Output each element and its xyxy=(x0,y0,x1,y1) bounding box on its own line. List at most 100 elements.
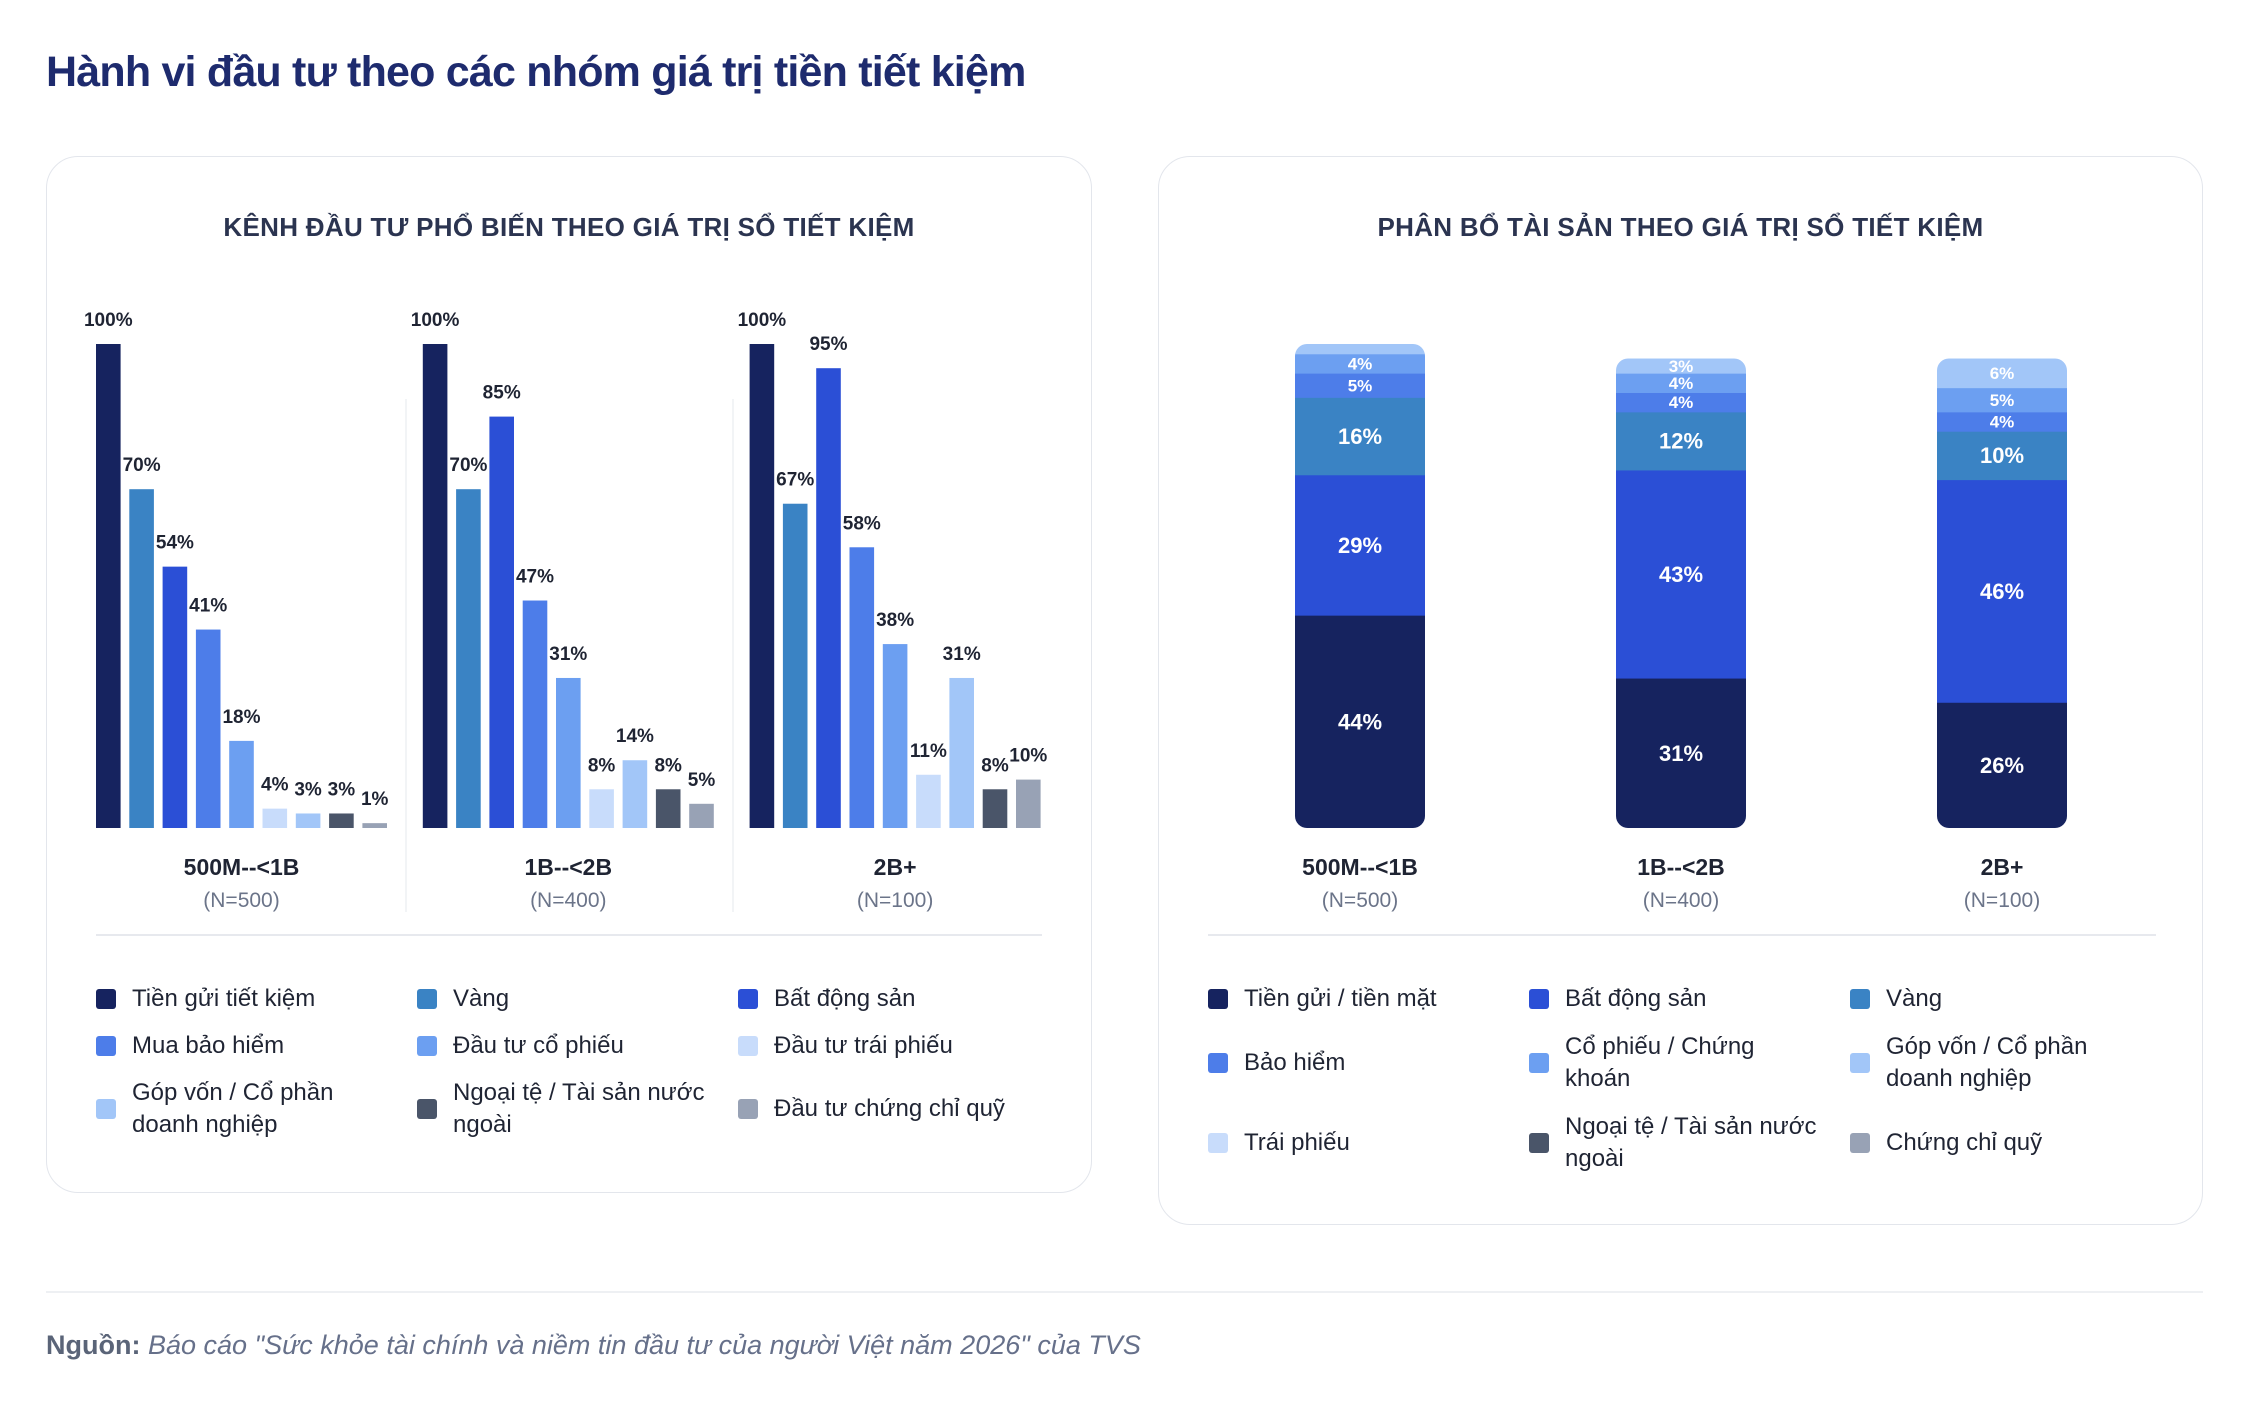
data-label: 10% xyxy=(1009,746,1047,767)
data-label-unit: % xyxy=(1362,424,1382,449)
data-label-value: 58 xyxy=(843,513,864,534)
data-label-unit: % xyxy=(1357,376,1372,395)
stacked-bar xyxy=(1937,358,2067,829)
data-label: 8% xyxy=(588,755,616,776)
bar xyxy=(262,808,288,828)
data-label-value: 5 xyxy=(1348,376,1357,395)
data-label-value: 8 xyxy=(981,755,992,776)
legend-item: Cổ phiếu / Chứng khoán xyxy=(1529,1031,1850,1095)
category-sample-size: (N=500) xyxy=(1322,889,1398,912)
data-label-value: 47 xyxy=(516,567,537,588)
data-label-unit: % xyxy=(1999,413,2014,432)
data-label: 54% xyxy=(156,533,194,554)
bar-segment xyxy=(1616,411,1746,471)
data-label: 100% xyxy=(738,310,787,331)
data-label-value: 31 xyxy=(549,644,571,665)
bar-segment xyxy=(1295,474,1425,616)
legend-swatch xyxy=(1529,1133,1549,1153)
bar xyxy=(782,503,808,828)
bar-segment xyxy=(1937,431,2067,481)
data-label-unit: % xyxy=(1357,354,1372,373)
legend-label: Chứng chỉ quỹ xyxy=(1886,1129,2043,1156)
category-label: 2B+ xyxy=(1981,854,2024,880)
legend-swatch xyxy=(1208,989,1228,1009)
legend-label: Vàng xyxy=(453,985,510,1012)
data-label: 3% xyxy=(294,779,322,800)
data-label-value: 26 xyxy=(1980,753,2004,778)
legend-swatch xyxy=(1529,989,1549,1009)
legend-label: Bảo hiểm xyxy=(1244,1049,1346,1076)
bar-segment xyxy=(1295,353,1425,374)
bar xyxy=(295,813,321,828)
data-label: 31% xyxy=(549,644,587,665)
bar xyxy=(229,740,254,828)
data-label-value: 11 xyxy=(910,741,931,762)
data-label: 4% xyxy=(261,775,289,796)
data-label-unit: % xyxy=(1362,533,1382,558)
bar xyxy=(916,774,941,828)
legend-swatch xyxy=(417,989,437,1009)
legend-item: Mua bảo hiểm xyxy=(96,1030,417,1062)
data-label-unit: % xyxy=(769,310,786,331)
investment-channels-bar-chart: 100%70%54%41%18%4% 3% 3% 1%500M--<1B(N=500)… xyxy=(84,310,1047,912)
data-label-value: 4 xyxy=(1669,393,1679,412)
category-label: 1B--<2B xyxy=(525,854,613,880)
data-label-unit: % xyxy=(1683,429,1703,454)
data-label-unit: % xyxy=(665,755,682,776)
data-label-unit: % xyxy=(897,610,914,631)
data-label: 67% xyxy=(776,470,814,491)
data-label-value: 1 xyxy=(361,789,372,810)
footer-divider xyxy=(46,1291,2203,1293)
legend-item: Đầu tư chứng chỉ quỹ xyxy=(738,1093,1038,1125)
data-label-value: 44 xyxy=(1338,709,1363,734)
data-label-unit: % xyxy=(210,596,227,617)
legend-item: Bảo hiểm xyxy=(1208,1047,1529,1079)
data-label-unit: % xyxy=(244,707,261,728)
data-label-value: 43 xyxy=(1659,562,1683,587)
data-label-unit: % xyxy=(305,779,322,800)
data-label-value: 4 xyxy=(1990,413,2000,432)
legend-swatch xyxy=(1850,1053,1870,1073)
data-label-value: 6 xyxy=(1990,364,1999,383)
data-label: 38% xyxy=(876,610,914,631)
legend-label: Tiền gửi / tiền mặt xyxy=(1244,985,1437,1012)
data-label-unit: % xyxy=(992,755,1009,776)
legend-label: Cổ phiếu / Chứng khoán xyxy=(1565,1033,1755,1092)
data-label-unit: % xyxy=(2004,443,2024,468)
legend-swatch xyxy=(738,1099,758,1119)
legend-label: Ngoại tệ / Tài sản nước ngoài xyxy=(453,1079,705,1138)
data-label: 18% xyxy=(222,707,260,728)
category-sample-size: (N=100) xyxy=(857,889,933,912)
legend-item: Góp vốn / Cổ phần doanh nghiệp xyxy=(1850,1031,2150,1095)
stacked-bar-labels: 26%46%10%4%5%6% xyxy=(1980,364,2024,778)
bar xyxy=(422,344,448,828)
category-sample-size: (N=400) xyxy=(530,889,606,912)
legend-swatch xyxy=(96,1099,116,1119)
legend-item: Đầu tư trái phiếu xyxy=(738,1030,1038,1062)
data-label: 31% xyxy=(943,644,981,665)
data-label-value: 100 xyxy=(84,310,116,331)
data-label-value: 18 xyxy=(222,707,243,728)
data-label: 6% xyxy=(1990,364,2015,383)
investment-channels-card: KÊNH ĐẦU TƯ PHỔ BIẾN THEO GIÁ TRỊ SỔ TIẾ… xyxy=(46,156,1092,1193)
legend-item: Đầu tư cổ phiếu xyxy=(417,1030,738,1062)
bar xyxy=(1016,779,1041,828)
bar-group: 100%70%85%47%31%8%14%8%5%1B--<2B(N=400) xyxy=(411,310,716,912)
data-label: 4% xyxy=(1669,393,1694,412)
data-label-value: 31 xyxy=(943,644,965,665)
data-label: 10% xyxy=(1980,443,2024,468)
chart-title: KÊNH ĐẦU TƯ PHỔ BIẾN THEO GIÁ TRỊ SỔ TIẾ… xyxy=(223,212,915,242)
data-label: 4% xyxy=(1990,413,2015,432)
legend-label: Đầu tư cổ phiếu xyxy=(453,1032,624,1059)
legend-label: Góp vốn / Cổ phần doanh nghiệp xyxy=(1886,1033,2088,1092)
data-label: 46% xyxy=(1980,579,2024,604)
data-label-unit: % xyxy=(831,334,848,355)
data-label-unit: % xyxy=(116,310,133,331)
category-label: 500M--<1B xyxy=(1302,854,1418,880)
data-label: 70% xyxy=(449,455,487,476)
data-label-value: 14 xyxy=(616,726,638,747)
bar-segment xyxy=(1616,469,1746,679)
bar xyxy=(749,344,775,828)
legend-item: Tiền gửi tiết kiệm xyxy=(96,983,417,1015)
legend-divider xyxy=(1208,934,2156,936)
